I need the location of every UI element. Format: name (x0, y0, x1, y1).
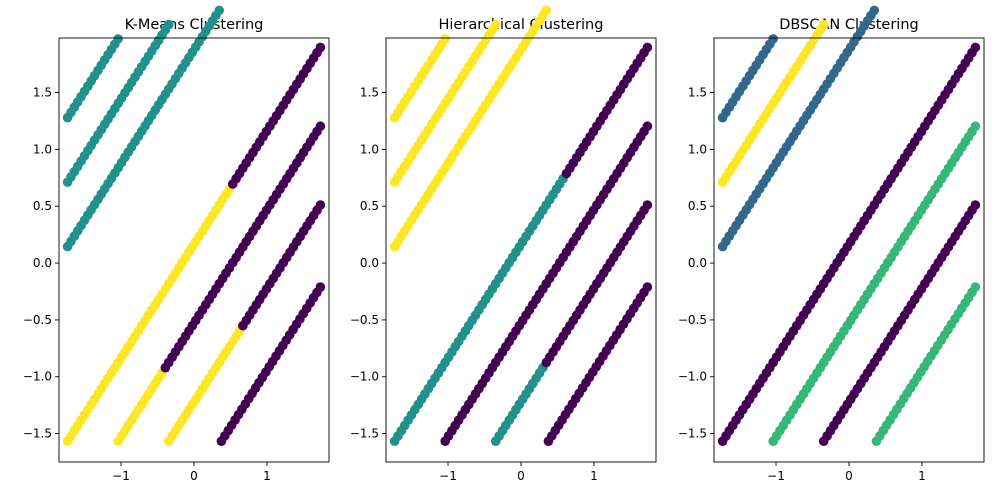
hierarchical-y-tick-label: −1.0 (350, 370, 379, 384)
kmeans-axis-ticks: −1 0 1 −1.5 −1.0 −0.5 0.0 0.5 1.0 1.5 (23, 86, 271, 483)
hierarchical-point (490, 19, 501, 30)
kmeans-title: K-Means Clustering (125, 17, 264, 33)
hierarchical-y-tick-label: 1.0 (360, 142, 379, 156)
dbscan-y-tick-label: 0.0 (688, 256, 707, 270)
dbscan-y-tick-label: −0.5 (678, 313, 707, 327)
dbscan-point (869, 5, 880, 16)
dbscan-point (818, 19, 829, 30)
hierarchical-subplot: Hierarchical Clustering −1 0 1 −1.5 −1.0 −0.5… (350, 5, 657, 483)
dbscan-subplot: DBSCAN Clustering −1 0 1 −1.5 −1.0 −0.5 0.0 0.5… (678, 5, 985, 483)
kmeans-point (315, 42, 326, 53)
hierarchical-point (642, 121, 653, 132)
kmeans-x-tick-label: −1 (112, 469, 130, 483)
hierarchical-points (389, 5, 653, 447)
dbscan-x-tick-label: 1 (918, 469, 926, 483)
kmeans-point (315, 200, 326, 210)
dbscan-point (970, 200, 981, 210)
dbscan-point (970, 42, 981, 53)
kmeans-point (315, 121, 326, 132)
dbscan-point (970, 282, 981, 292)
dbscan-y-tick-label: 0.5 (688, 199, 707, 213)
kmeans-subplot: K-Means Clustering −1 0 1 −1.5 −1.0 −0.5 0.0 0.… (23, 5, 330, 483)
kmeans-point (163, 19, 174, 30)
hierarchical-title: Hierarchical Clustering (439, 17, 604, 33)
dbscan-title: DBSCAN Clustering (779, 17, 918, 33)
hierarchical-point (541, 5, 552, 16)
kmeans-y-tick-label: −1.0 (23, 370, 52, 384)
kmeans-y-tick-label: −1.5 (23, 427, 52, 441)
kmeans-x-tick-label: 1 (263, 469, 271, 483)
hierarchical-y-tick-label: −0.5 (350, 313, 379, 327)
dbscan-points (717, 5, 981, 447)
dbscan-x-tick-label: −1 (767, 469, 785, 483)
hierarchical-x-tick-label: 1 (590, 469, 598, 483)
kmeans-y-tick-label: 1.5 (33, 86, 52, 100)
kmeans-y-tick-label: 0.5 (33, 199, 52, 213)
hierarchical-x-tick-label: −1 (439, 469, 457, 483)
dbscan-y-tick-label: −1.5 (678, 427, 707, 441)
dbscan-axis-ticks: −1 0 1 −1.5 −1.0 −0.5 0.0 0.5 1.0 1.5 (678, 86, 926, 483)
dbscan-x-tick-label: 0 (845, 469, 853, 483)
kmeans-point (214, 5, 225, 16)
hierarchical-y-tick-label: −1.5 (350, 427, 379, 441)
hierarchical-point (642, 200, 653, 210)
dbscan-y-tick-label: 1.5 (688, 86, 707, 100)
kmeans-y-tick-label: 0.0 (33, 256, 52, 270)
kmeans-point (315, 282, 326, 292)
kmeans-points (62, 5, 326, 447)
kmeans-point (113, 34, 123, 44)
hierarchical-y-tick-label: 0.5 (360, 199, 379, 213)
hierarchical-point (440, 34, 450, 44)
hierarchical-x-tick-label: 0 (517, 469, 525, 483)
kmeans-y-tick-label: 1.0 (33, 142, 52, 156)
dbscan-y-tick-label: −1.0 (678, 370, 707, 384)
hierarchical-point (642, 42, 653, 53)
dbscan-point (970, 121, 981, 132)
hierarchical-y-tick-label: 0.0 (360, 256, 379, 270)
dbscan-point (768, 34, 778, 44)
dbscan-y-tick-label: 1.0 (688, 142, 707, 156)
kmeans-y-tick-label: −0.5 (23, 313, 52, 327)
hierarchical-axis-ticks: −1 0 1 −1.5 −1.0 −0.5 0.0 0.5 1.0 1.5 (350, 86, 598, 483)
hierarchical-point (642, 282, 653, 292)
hierarchical-y-tick-label: 1.5 (360, 86, 379, 100)
kmeans-x-tick-label: 0 (190, 469, 198, 483)
